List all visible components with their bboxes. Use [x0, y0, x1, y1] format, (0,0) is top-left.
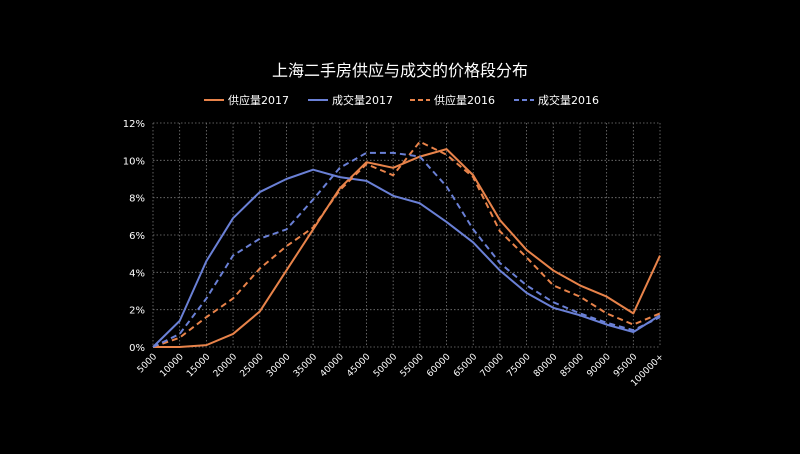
series-lines — [153, 142, 660, 347]
x-tick-label: 15000 — [185, 352, 213, 380]
y-tick-label: 2% — [129, 306, 145, 317]
x-tick-label: 10000 — [158, 352, 186, 380]
y-axis: 0% 2% 4% 6% 8% 10% 12% — [123, 119, 145, 354]
x-tick-label: 60000 — [425, 352, 453, 380]
series-line-4 — [153, 153, 660, 347]
x-tick-label: 80000 — [532, 352, 560, 380]
y-tick-label: 6% — [129, 231, 145, 242]
y-tick-label: 8% — [129, 194, 145, 205]
x-tick-label: 85000 — [559, 352, 587, 380]
x-tick-label: 5000 — [136, 352, 159, 375]
legend-label: 供应量2017 — [228, 93, 289, 107]
y-tick-label: 0% — [129, 343, 145, 354]
x-tick-label: 25000 — [239, 352, 267, 380]
legend-label: 成交量2017 — [332, 93, 393, 107]
x-tick-label: 65000 — [452, 352, 480, 380]
x-tick-label: 30000 — [265, 352, 293, 380]
x-tick-label: 45000 — [345, 352, 373, 380]
legend-label: 成交量2016 — [538, 93, 599, 107]
legend: 供应量2017 成交量2017 供应量2016 成交量2016 — [204, 93, 599, 107]
x-tick-label: 20000 — [212, 352, 240, 380]
x-tick-label: 75000 — [505, 352, 533, 380]
x-tick-label: 50000 — [372, 352, 400, 380]
series-line-2 — [153, 170, 660, 347]
x-tick-label: 55000 — [399, 352, 427, 380]
legend-label: 供应量2016 — [434, 93, 495, 107]
x-tick-label: 40000 — [319, 352, 347, 380]
y-tick-label: 12% — [123, 119, 145, 130]
y-tick-label: 10% — [123, 156, 145, 167]
x-tick-label: 90000 — [585, 352, 613, 380]
x-tick-label: 70000 — [479, 352, 507, 380]
grid — [153, 123, 660, 347]
chart-title: 上海二手房供应与成交的价格段分布 — [272, 61, 528, 80]
x-tick-label: 35000 — [292, 352, 320, 380]
y-tick-label: 4% — [129, 268, 145, 279]
